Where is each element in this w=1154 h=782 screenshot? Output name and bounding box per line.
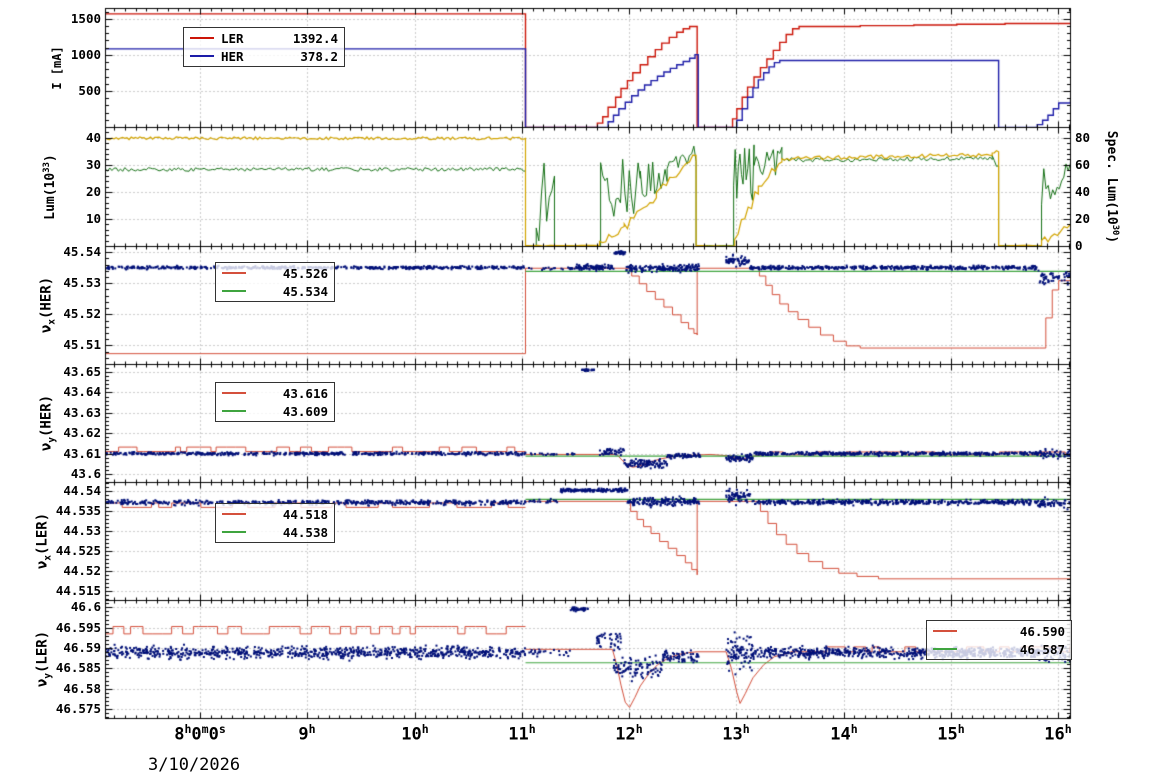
- x-tick-label: 8h0m0s: [174, 722, 226, 745]
- y-tick-label: 46.6: [70, 599, 101, 614]
- y-axis-label-panel-4: νy(HER): [38, 394, 58, 452]
- y-axis-label-panel-5: νx(LER): [34, 512, 54, 570]
- right-y-tick-label: 60: [1075, 157, 1091, 172]
- legend-series-value: 44.518: [282, 506, 328, 522]
- y-tick-label: 43.63: [63, 405, 101, 420]
- y-tick-label: 46.575: [55, 701, 101, 716]
- legend-entry: LER 1392.4: [190, 29, 338, 47]
- x-tick-label: 9h: [298, 722, 316, 745]
- y-tick-label: 20: [85, 184, 101, 199]
- x-tick-label: 14h: [830, 722, 858, 745]
- x-tick-label: 13h: [722, 722, 750, 745]
- y-tick-label: 43.6: [70, 466, 101, 481]
- legend-line-swatch: [222, 531, 246, 533]
- y-tick-label: 43.65: [63, 364, 101, 379]
- legend-series-value: 46.587: [1019, 641, 1065, 657]
- legend-entry: 44.538: [222, 523, 328, 541]
- y-tick-label: 1000: [70, 47, 101, 62]
- legend-line-swatch: [933, 630, 957, 632]
- legend-entry: 44.518: [222, 505, 328, 523]
- y-tick-label: 44.53: [63, 523, 101, 538]
- y-tick-label: 44.525: [55, 543, 101, 558]
- right-y-tick-label: 20: [1075, 211, 1091, 226]
- legend-entry: HER 378.2: [190, 47, 338, 65]
- legend-line-swatch: [222, 290, 246, 292]
- legend-entry: 45.526: [222, 264, 328, 282]
- x-tick-label: 15h: [937, 722, 965, 745]
- x-tick-label: 10h: [401, 722, 429, 745]
- legend-entry: 45.534: [222, 282, 328, 300]
- legend-series-name: HER: [221, 48, 244, 64]
- y-tick-label: 45.52: [63, 306, 101, 321]
- legend-panel-4: 43.616 43.609: [215, 382, 335, 422]
- legend-series-value: 43.616: [282, 385, 328, 401]
- x-tick-label: 12h: [615, 722, 643, 745]
- legend-entry: 46.587: [933, 640, 1065, 658]
- legend-line-swatch: [222, 410, 246, 412]
- y-tick-label: 44.54: [63, 483, 101, 498]
- y-tick-label: 30: [85, 157, 101, 172]
- legend-panel-5: 44.518 44.538: [215, 503, 335, 543]
- legend-line-swatch: [222, 392, 246, 394]
- legend-entry: 46.590: [933, 622, 1065, 640]
- right-y-tick-label: 80: [1075, 130, 1091, 145]
- legend-line-swatch: [190, 37, 214, 39]
- y-tick-label: 46.595: [55, 620, 101, 635]
- legend-panel-3: 45.526 45.534: [215, 262, 335, 302]
- right-y-tick-label: 40: [1075, 184, 1091, 199]
- date-label: 3/10/2026: [148, 755, 241, 775]
- y-tick-label: 45.53: [63, 275, 101, 290]
- legend-line-swatch: [933, 648, 957, 650]
- legend-series-value: 44.538: [282, 524, 328, 540]
- x-tick-label: 11h: [508, 722, 536, 745]
- y-tick-label: 500: [78, 83, 101, 98]
- legend-panel-1: LER 1392.4 HER 378.2: [183, 27, 345, 67]
- legend-series-name: LER: [221, 30, 244, 46]
- x-tick-label: 16h: [1044, 722, 1072, 745]
- right-y-tick-label: 0: [1075, 238, 1083, 253]
- legend-series-value: 1392.4: [292, 30, 338, 46]
- y-tick-label: 44.515: [55, 583, 101, 598]
- y-tick-label: 44.535: [55, 503, 101, 518]
- y-tick-label: 46.58: [63, 681, 101, 696]
- legend-series-value: 45.526: [282, 265, 328, 281]
- legend-line-swatch: [222, 513, 246, 515]
- y-tick-label: 44.52: [63, 563, 101, 578]
- y-tick-label: 10: [85, 211, 101, 226]
- legend-series-value: 45.534: [282, 283, 328, 299]
- right-y-axis-label: Spec. Lum(1030): [1103, 130, 1121, 244]
- y-tick-label: 40: [85, 130, 101, 145]
- legend-line-swatch: [190, 55, 214, 57]
- legend-entry: 43.616: [222, 384, 328, 402]
- y-tick-label: 1500: [70, 11, 101, 26]
- y-tick-label: 46.59: [63, 640, 101, 655]
- y-axis-label-panel-3: νx(HER): [38, 276, 58, 334]
- y-tick-label: 43.64: [63, 384, 101, 399]
- y-tick-label: 43.61: [63, 446, 101, 461]
- legend-series-value: 43.609: [282, 403, 328, 419]
- y-axis-label-panel-2: Lum(1033): [41, 154, 59, 220]
- legend-entry: 43.609: [222, 402, 328, 420]
- legend-series-value: 46.590: [1019, 623, 1065, 639]
- legend-line-swatch: [222, 272, 246, 274]
- y-axis-label-panel-6: νy(LER): [34, 630, 54, 688]
- y-axis-label-panel-1: I [mA]: [50, 46, 64, 90]
- y-tick-label: 45.51: [63, 337, 101, 352]
- y-tick-label: 43.62: [63, 425, 101, 440]
- y-tick-label: 46.585: [55, 660, 101, 675]
- legend-panel-6: 46.590 46.587: [926, 620, 1072, 660]
- y-tick-label: 45.54: [63, 244, 101, 259]
- legend-series-value: 378.2: [300, 48, 338, 64]
